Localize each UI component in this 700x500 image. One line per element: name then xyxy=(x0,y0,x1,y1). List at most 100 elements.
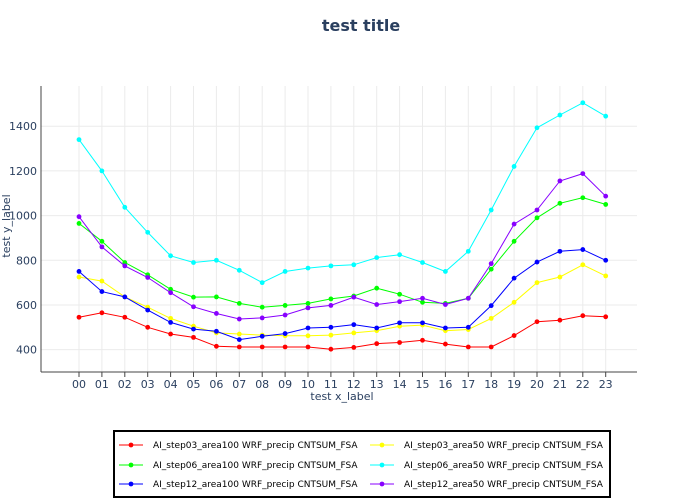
data-point xyxy=(511,299,517,305)
data-point xyxy=(420,299,425,305)
data-point xyxy=(534,319,540,325)
data-point xyxy=(191,294,196,300)
legend-item[interactable]: AI_step12_area50 WRF_precip CNTSUM_FSA xyxy=(370,480,604,490)
data-point xyxy=(214,294,219,300)
data-point xyxy=(122,260,128,265)
data-point xyxy=(76,137,82,143)
x-tick-label: 01 xyxy=(95,378,109,391)
axis-layer: 00 01 02 03 04 05 06 07 08 09 10 11 12 13 14 15 16 17 18 19… xyxy=(9,86,637,391)
data-point xyxy=(236,337,242,343)
data-point xyxy=(328,263,334,269)
x-tick-label: 02 xyxy=(118,378,132,391)
x-tick-label: 21 xyxy=(553,378,567,391)
y-tick-label: 800 xyxy=(16,254,37,267)
data-point xyxy=(603,193,609,199)
legend-label: AI_step03_area100 WRF_precip CNTSUM_FSA xyxy=(153,441,358,451)
x-tick-label: 11 xyxy=(324,378,338,391)
data-point xyxy=(557,178,563,184)
data-point xyxy=(122,263,128,269)
data-point xyxy=(168,286,174,292)
x-tick-label: 00 xyxy=(72,378,86,391)
legend-item[interactable]: AI_step06_area50 WRF_precip CNTSUM_FSA xyxy=(370,461,604,471)
data-point xyxy=(557,112,563,118)
x-tick-label: 07 xyxy=(232,378,246,391)
data-point xyxy=(420,295,425,301)
grid-layer xyxy=(41,86,637,372)
data-point xyxy=(214,328,219,334)
data-point xyxy=(99,168,105,174)
data-point xyxy=(214,343,219,349)
data-point xyxy=(397,340,402,345)
data-point xyxy=(282,344,288,350)
data-point xyxy=(488,315,494,321)
data-point xyxy=(420,260,425,265)
data-point xyxy=(443,341,448,347)
x-tick-label: 09 xyxy=(278,378,292,391)
data-point xyxy=(259,333,265,339)
data-point xyxy=(465,295,471,301)
data-point xyxy=(76,274,82,280)
data-point xyxy=(511,164,517,169)
data-point xyxy=(603,113,609,119)
legend-label: AI_step06_area50 WRF_precip CNTSUM_FSA xyxy=(404,461,604,471)
series-line xyxy=(78,249,606,341)
chart-title: test title xyxy=(322,16,401,35)
legend-marker xyxy=(379,462,385,468)
legend-item[interactable]: AI_step03_area100 WRF_precip CNTSUM_FSA xyxy=(119,441,358,451)
legend-item[interactable]: AI_step12_area100 WRF_precip CNTSUM_FSA xyxy=(119,480,358,490)
data-point xyxy=(511,238,517,244)
data-point xyxy=(534,259,540,265)
data-point xyxy=(236,344,242,350)
data-point xyxy=(145,229,151,235)
legend-marker xyxy=(128,442,134,448)
data-point xyxy=(488,207,494,213)
legend: AI_step03_area100 WRF_precip CNTSUM_FSA A… xyxy=(113,430,611,498)
x-tick-label: 23 xyxy=(599,378,613,391)
data-point xyxy=(76,269,82,274)
legend-box xyxy=(113,430,611,498)
x-tick-label: 16 xyxy=(438,378,452,391)
data-point xyxy=(99,278,105,284)
data-point xyxy=(99,310,105,316)
data-point xyxy=(511,221,517,227)
x-tick-label: 15 xyxy=(416,378,430,391)
data-point xyxy=(305,333,311,339)
legend-marker xyxy=(379,442,385,448)
data-point xyxy=(191,304,196,310)
data-point xyxy=(351,330,357,336)
x-tick-label: 19 xyxy=(507,378,521,391)
data-point xyxy=(305,325,311,331)
series-line xyxy=(78,102,606,284)
data-point xyxy=(214,311,219,316)
x-tick-label: 10 xyxy=(301,378,315,391)
data-point xyxy=(351,345,357,350)
data-point xyxy=(603,314,609,320)
data-point xyxy=(259,344,265,350)
legend-marker xyxy=(128,481,134,487)
x-tick-label: 08 xyxy=(255,378,269,391)
data-point xyxy=(122,294,128,300)
data-point xyxy=(76,221,82,226)
data-point xyxy=(305,305,311,311)
data-point xyxy=(488,344,494,350)
data-point xyxy=(168,290,174,296)
legend-item[interactable]: AI_step03_area50 WRF_precip CNTSUM_FSA xyxy=(370,441,604,451)
data-point xyxy=(397,291,402,297)
data-point xyxy=(145,324,151,330)
series-line xyxy=(78,197,606,308)
data-point xyxy=(488,266,494,272)
data-point xyxy=(420,320,425,326)
data-point xyxy=(397,252,402,258)
legend-label: AI_step12_area100 WRF_precip CNTSUM_FSA xyxy=(153,480,358,490)
data-point xyxy=(557,200,563,206)
series-4 xyxy=(76,247,609,343)
data-point xyxy=(374,285,380,291)
data-point xyxy=(351,294,357,300)
x-tick-label: 22 xyxy=(576,378,590,391)
legend-item[interactable]: AI_step06_area100 WRF_precip CNTSUM_FSA xyxy=(119,461,358,471)
y-axis-label: test y_label xyxy=(0,194,13,257)
data-point xyxy=(374,325,380,331)
data-point xyxy=(328,296,334,302)
data-point xyxy=(282,303,288,308)
